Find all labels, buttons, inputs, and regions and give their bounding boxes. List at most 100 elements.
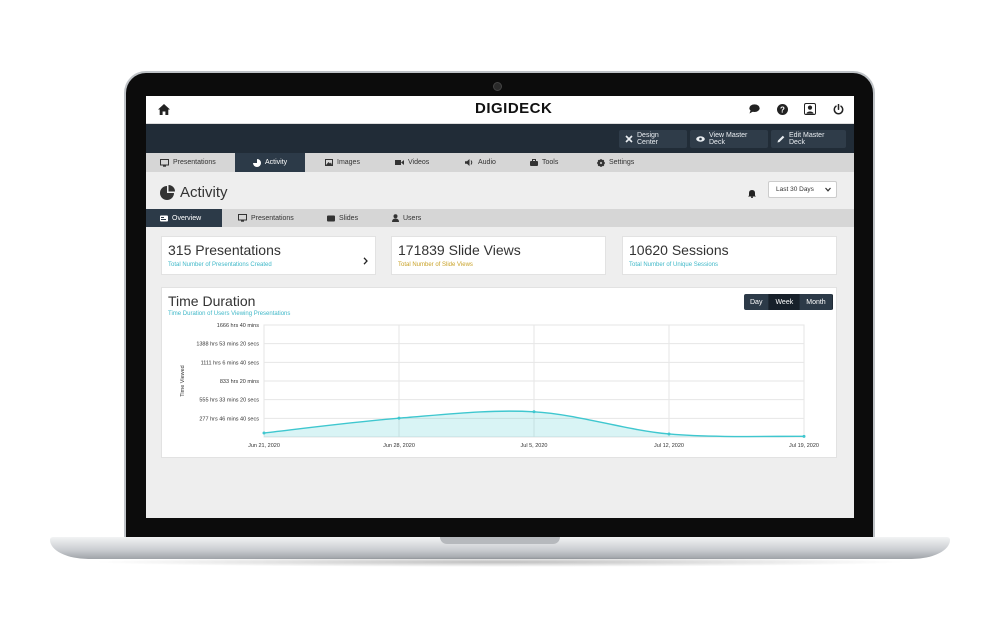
stat-subtitle: Total Number of Presentations Created — [168, 262, 272, 268]
subtab-label: Users — [403, 214, 422, 222]
design-center-label: Design Center — [637, 132, 659, 146]
image-icon — [325, 159, 333, 166]
home-icon[interactable] — [158, 102, 170, 120]
app-screen: DIGIDECK ? Design Center View Master Dec… — [146, 96, 854, 518]
chart-data-point — [667, 432, 671, 436]
time-duration-card: Time Duration Time Duration of Users Vie… — [161, 287, 837, 458]
chart-data-point — [397, 416, 401, 420]
subtab-presentations[interactable]: Presentations — [224, 209, 304, 227]
tools-cross-icon — [625, 135, 633, 143]
date-range-value: Last 30 Days — [776, 186, 814, 193]
subtab-users[interactable]: Users — [378, 209, 438, 227]
tab-label: Presentations — [173, 159, 216, 166]
subtab-slides[interactable]: Slides — [313, 209, 373, 227]
toolbox-icon — [530, 159, 538, 166]
date-range-select[interactable]: Last 30 Days — [768, 181, 837, 198]
chart-data-point — [262, 431, 266, 435]
svg-text:?: ? — [780, 105, 785, 114]
subtab-overview[interactable]: Overview — [146, 209, 222, 227]
tab-label: Videos — [408, 159, 430, 166]
eye-icon — [696, 136, 705, 142]
laptop-notch — [440, 537, 560, 544]
chart-data-point — [802, 434, 806, 438]
profile-icon[interactable] — [802, 101, 818, 117]
chevron-down-icon — [825, 187, 831, 194]
view-master-deck-label: View Master Deck — [709, 132, 748, 146]
help-icon[interactable]: ? — [774, 101, 790, 117]
tab-label: Tools — [542, 159, 559, 166]
subtab-label: Presentations — [251, 214, 294, 222]
chart-area-fill — [264, 411, 804, 437]
pencil-icon — [777, 135, 785, 143]
toggle-day-button[interactable]: Day — [744, 294, 770, 310]
stat-title: 171839 Slide Views — [398, 242, 521, 258]
tab-images[interactable]: Images — [311, 153, 373, 172]
x-tick-label: Jun 28, 2020 — [383, 443, 415, 449]
page-title: Activity — [180, 184, 228, 201]
pie-chart-icon — [160, 185, 175, 200]
tab-videos[interactable]: Videos — [381, 153, 443, 172]
sub-nav: Overview Presentations Slides Users — [146, 209, 854, 227]
stat-title: 10620 Sessions — [629, 242, 729, 258]
laptop-shadow — [90, 557, 910, 567]
monitor-icon — [160, 158, 169, 167]
stat-card-sessions: 10620 Sessions Total Number of Unique Se… — [622, 236, 837, 275]
chart-title: Time Duration — [168, 293, 256, 309]
slides-icon — [327, 215, 335, 221]
chart-subtitle: Time Duration of Users Viewing Presentat… — [168, 311, 291, 317]
edit-master-deck-label: Edit Master Deck — [789, 132, 825, 146]
x-tick-label: Jun 21, 2020 — [248, 443, 280, 449]
tab-label: Settings — [609, 159, 635, 166]
gear-icon — [597, 158, 605, 167]
speaker-icon — [465, 159, 473, 166]
top-bar: DIGIDECK ? — [146, 96, 854, 124]
overview-icon — [160, 215, 168, 221]
time-duration-chart: 277 hrs 46 mins 40 secs 555 hrs 33 mins 2… — [180, 323, 819, 449]
user-icon — [392, 214, 399, 222]
tab-label: Activity — [265, 159, 288, 166]
y-tick-label: 1388 hrs 53 mins 20 secs — [196, 342, 259, 348]
x-tick-label: Jul 19, 2020 — [789, 443, 819, 449]
stat-subtitle: Total Number of Unique Sessions — [629, 262, 719, 268]
subtab-label: Slides — [339, 214, 359, 222]
stat-card-slide-views: 171839 Slide Views Total Number of Slide… — [391, 236, 606, 275]
y-tick-label: 277 hrs 46 mins 40 secs — [199, 416, 259, 422]
y-axis-label: Time Viewed — [180, 365, 186, 397]
monitor-icon — [238, 214, 247, 222]
tab-settings[interactable]: Settings — [583, 153, 648, 172]
range-toggle: Day Week Month — [744, 294, 833, 310]
pie-chart-icon — [253, 158, 261, 167]
laptop-base — [50, 537, 950, 559]
edit-master-deck-button[interactable]: Edit Master Deck — [771, 130, 846, 148]
video-icon — [395, 160, 404, 165]
y-tick-label: 833 hrs 20 mins — [220, 379, 259, 385]
toggle-month-button[interactable]: Month — [800, 294, 833, 310]
chevron-right-icon[interactable] — [363, 252, 368, 270]
y-tick-label: 1111 hrs 6 mins 40 secs — [201, 360, 260, 366]
x-tick-label: Jul 5, 2020 — [521, 443, 548, 449]
tab-tools[interactable]: Tools — [516, 153, 576, 172]
design-center-button[interactable]: Design Center — [619, 130, 687, 148]
view-master-deck-button[interactable]: View Master Deck — [690, 130, 768, 148]
tab-label: Images — [337, 159, 360, 166]
y-tick-label: 1666 hrs 40 mins — [217, 323, 259, 329]
tab-presentations[interactable]: Presentations — [146, 153, 235, 172]
subtab-label: Overview — [172, 214, 202, 222]
stat-card-presentations[interactable]: 315 Presentations Total Number of Presen… — [161, 236, 376, 275]
tab-activity[interactable]: Activity — [235, 153, 305, 172]
power-icon[interactable] — [830, 101, 846, 117]
stat-title: 315 Presentations — [168, 242, 281, 258]
bell-icon[interactable] — [748, 185, 756, 203]
logo[interactable]: DIGIDECK — [475, 100, 553, 117]
chat-icon[interactable] — [746, 101, 762, 117]
tab-audio[interactable]: Audio — [451, 153, 511, 172]
chart-data-point — [532, 410, 536, 414]
toggle-week-button[interactable]: Week — [769, 294, 801, 310]
x-tick-label: Jul 12, 2020 — [654, 443, 684, 449]
stat-subtitle: Total Number of Slide Views — [398, 262, 473, 268]
tab-label: Audio — [478, 159, 496, 166]
y-tick-label: 555 hrs 33 mins 20 secs — [199, 398, 259, 404]
camera — [493, 82, 502, 91]
action-bar: Design Center View Master Deck Edit Mast… — [146, 124, 854, 153]
main-nav: Presentations Activity Images Videos Aud… — [146, 153, 854, 172]
